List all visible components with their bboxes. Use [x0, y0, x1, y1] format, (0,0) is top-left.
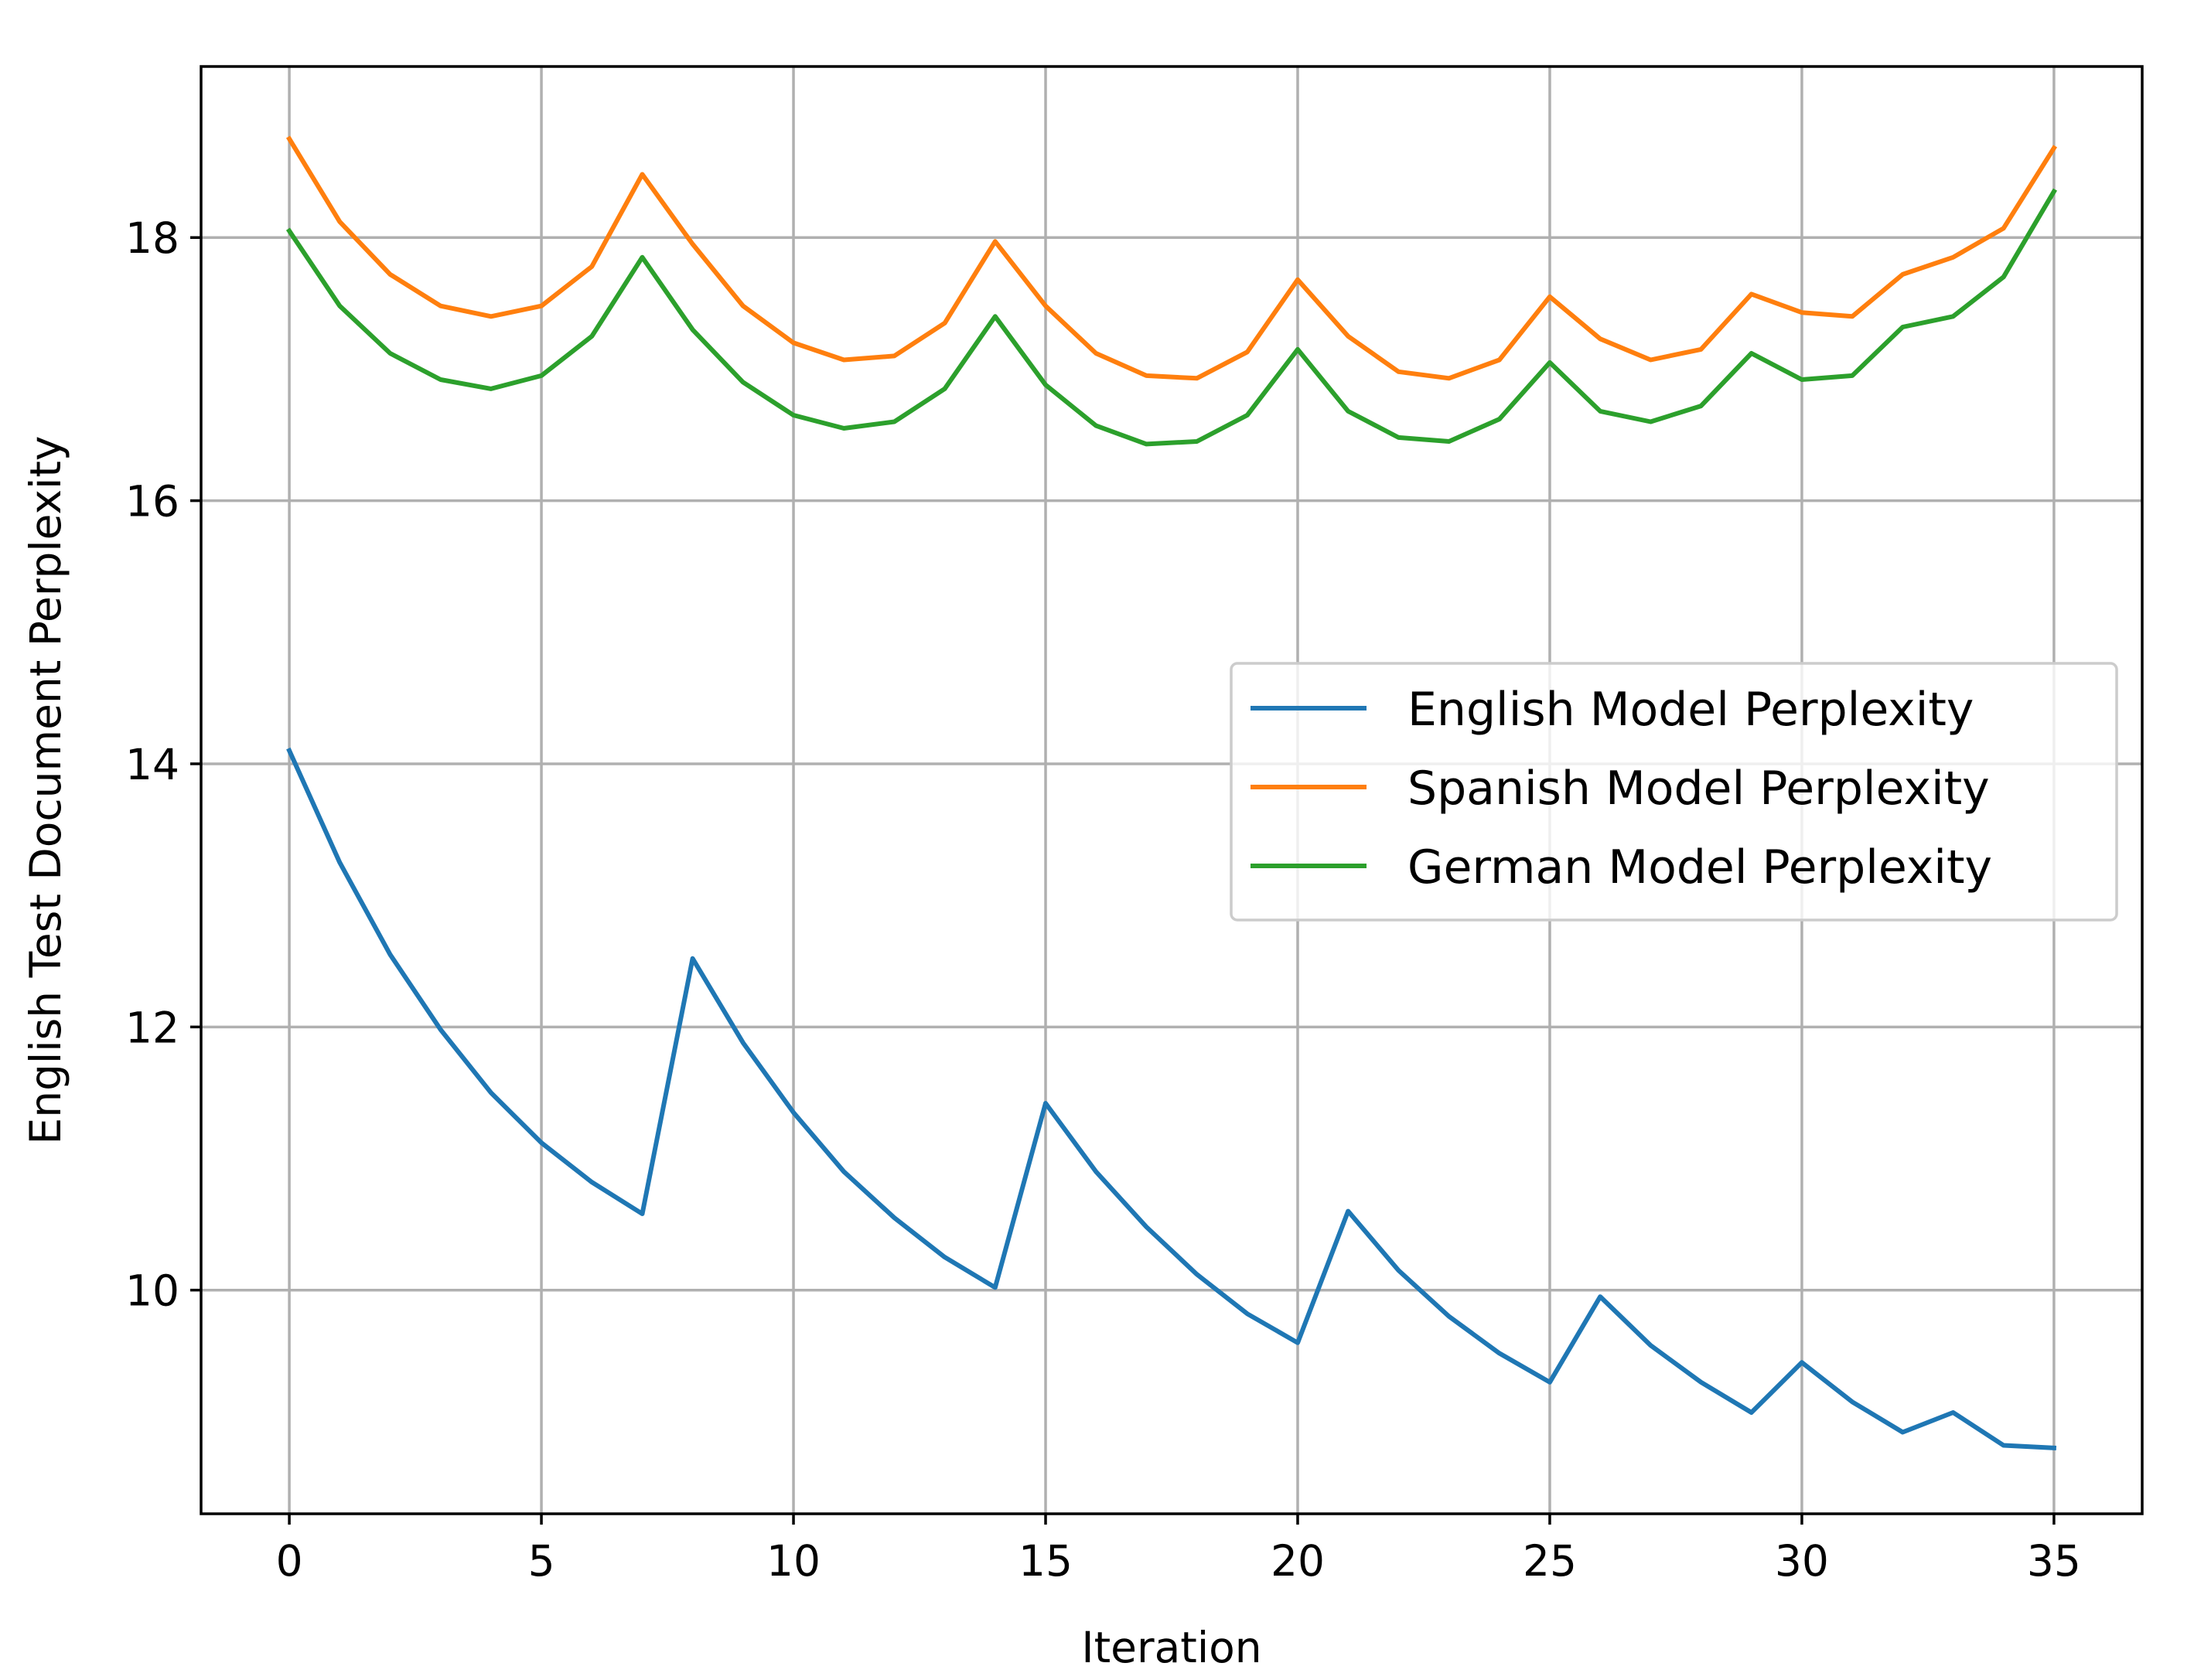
x-axis-title: Iteration [1081, 1623, 1261, 1672]
legend-box [1230, 662, 2118, 922]
x-tick-label-15: 15 [1019, 1536, 1073, 1586]
x-tick-label-0: 0 [276, 1536, 303, 1586]
y-tick-label-18: 18 [125, 213, 179, 263]
series-line-german [285, 188, 2058, 447]
x-tick-label-25: 25 [1523, 1536, 1577, 1586]
x-tick-label-5: 5 [528, 1536, 555, 1586]
series-line-spanish [285, 135, 2058, 381]
y-tick-label-12: 12 [125, 1003, 179, 1052]
plot-frame [200, 65, 2144, 1515]
series-lines [285, 135, 2058, 1451]
series-line-english [286, 747, 2057, 1451]
x-tick-label-35: 35 [2027, 1536, 2081, 1586]
x-tick-label-10: 10 [766, 1536, 821, 1586]
legend: English Model Perplexity Spanish Model P… [1230, 662, 2118, 922]
legend-label-english: English Model Perplexity [1408, 683, 1974, 737]
x-tick-label-30: 30 [1775, 1536, 1829, 1586]
axis-ticks: 0 5 10 15 20 25 30 35 10 12 14 16 18 [125, 213, 2081, 1586]
x-tick-label-20: 20 [1271, 1536, 1325, 1586]
legend-label-spanish: Spanish Model Perplexity [1408, 762, 1990, 816]
y-tick-label-16: 16 [125, 477, 179, 526]
legend-label-german: German Model Perplexity [1408, 840, 1992, 895]
y-tick-label-10: 10 [125, 1266, 179, 1316]
y-axis-title: English Test Document Perplexity [21, 436, 70, 1145]
y-tick-label-14: 14 [125, 740, 179, 789]
